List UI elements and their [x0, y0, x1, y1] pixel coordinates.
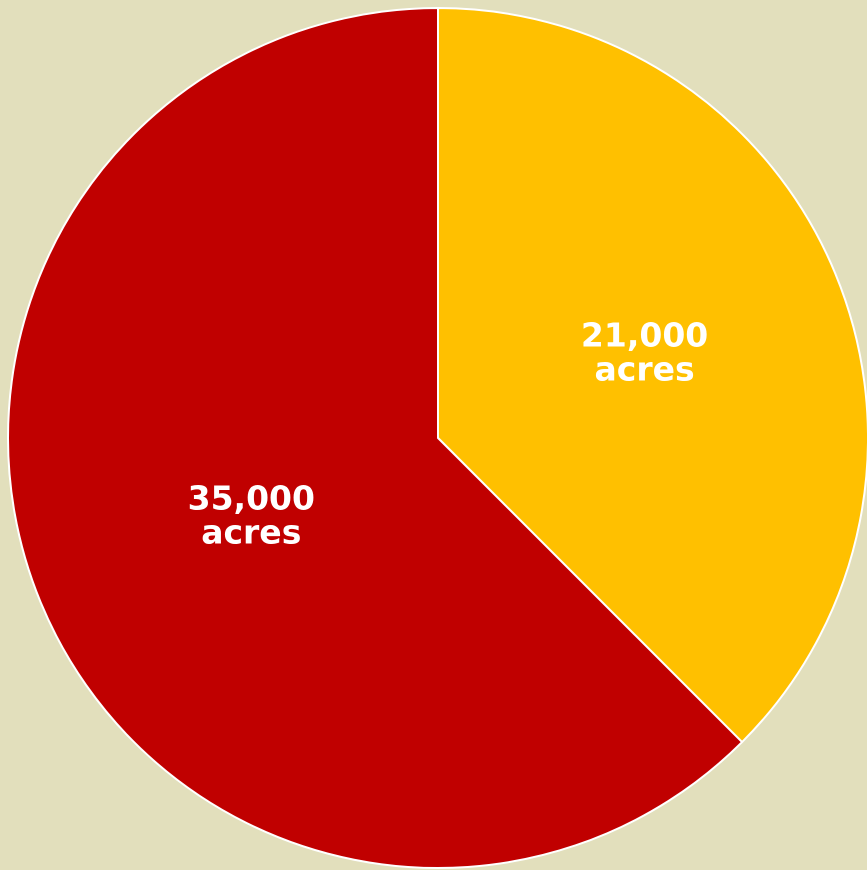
- slice-label-value: 35,000: [188, 478, 315, 517]
- slice-label-2: 35,000 acres: [188, 478, 315, 551]
- slice-label-1: 21,000 acres: [581, 315, 708, 388]
- slice-label-unit: acres: [201, 512, 301, 551]
- pie-slice-2: [7, 7, 744, 869]
- slice-label-unit: acres: [595, 349, 695, 388]
- pie-slice-1: [437, 7, 867, 744]
- slice-label-value: 21,000: [581, 315, 708, 354]
- pie-slices: [7, 7, 867, 869]
